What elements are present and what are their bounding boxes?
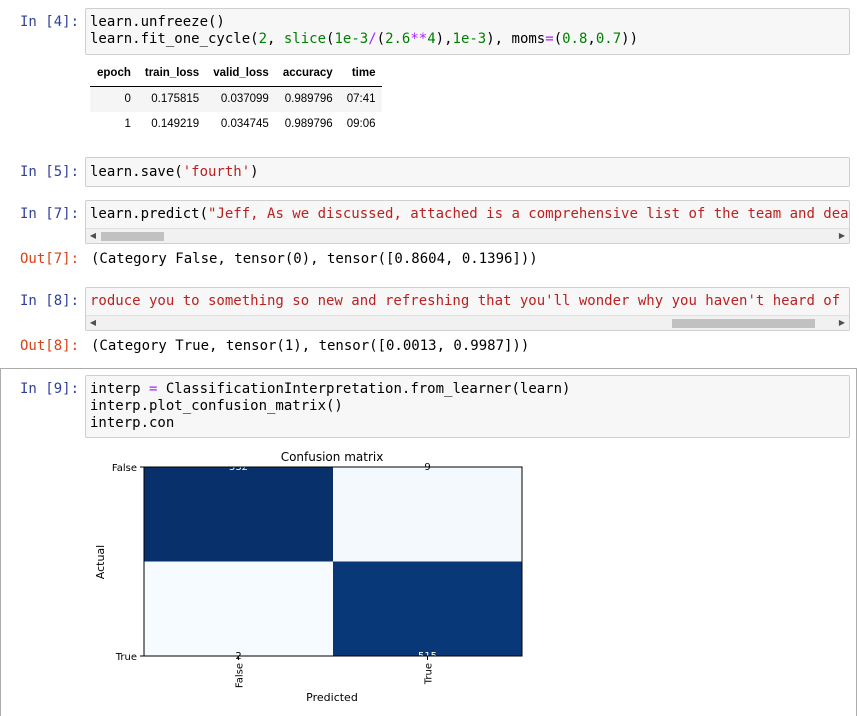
plot-frame	[143, 466, 523, 657]
column-header: train_loss	[137, 62, 207, 87]
table-row: 1 0.149219 0.034745 0.989796 09:06	[90, 112, 382, 137]
heatmap-cell	[144, 561, 333, 656]
table-cell: 0.989796	[284, 118, 333, 130]
table-cell: 1	[124, 118, 131, 130]
horizontal-scrollbar[interactable]: ◀ ▶	[86, 315, 849, 330]
cell-4-in-prompt: In [4]:	[20, 14, 80, 30]
cell-7-out-prompt: Out[7]:	[20, 251, 80, 267]
column-header: valid_loss	[206, 62, 276, 87]
code-line: learn.unfreeze()	[90, 14, 225, 30]
code-line: learn.predict("Jeff, As we discussed, at…	[90, 206, 849, 222]
code-line: interp = ClassificationInterpretation.fr…	[90, 381, 571, 397]
cell-8-out-prompt: Out[8]:	[20, 338, 80, 354]
heatmap-cell	[144, 467, 333, 562]
column-header: time	[339, 62, 383, 87]
table-row: 0 0.175815 0.037099 0.989796 07:41	[90, 86, 383, 112]
heatmap-cell	[333, 561, 522, 656]
scrollbar-thumb[interactable]	[101, 232, 164, 241]
selected-cell-border	[0, 368, 857, 716]
x-axis-label: Predicted	[306, 691, 358, 704]
table-cell: 07:41	[339, 86, 383, 112]
table-cell: 09:06	[346, 118, 376, 130]
training-results-table: epoch train_loss valid_loss accuracy tim…	[90, 62, 383, 137]
table-cell: 0	[90, 86, 138, 112]
scrollbar-thumb[interactable]	[672, 319, 815, 328]
cell-9-in-prompt: In [9]:	[20, 381, 80, 397]
scroll-left-icon[interactable]: ◀	[89, 231, 97, 240]
scroll-right-icon[interactable]: ▶	[838, 231, 846, 240]
x-tick-label: False	[235, 663, 246, 688]
table-cell: 0.037099	[206, 86, 276, 112]
cell-8-in-prompt: In [8]:	[20, 293, 80, 309]
table-cell: 0.989796	[275, 86, 340, 112]
code-line: learn.fit_one_cycle(2, slice(1e-3/(2.6**…	[90, 31, 639, 47]
cell-8-output: (Category True, tensor(1), tensor([0.001…	[91, 338, 530, 354]
horizontal-scrollbar[interactable]: ◀ ▶	[86, 228, 849, 243]
column-header: accuracy	[275, 62, 340, 87]
x-tick-label: True	[424, 663, 435, 685]
table-header-row: epoch train_loss valid_loss accuracy tim…	[90, 62, 383, 87]
column-header: epoch	[90, 62, 138, 87]
cell-5-in-prompt: In [5]:	[20, 164, 80, 180]
table-cell: 0.034745	[220, 118, 269, 130]
cell-4-code-editor[interactable]: learn.unfreeze() learn.fit_one_cycle(2, …	[85, 8, 850, 55]
y-tick-label: False	[112, 463, 137, 474]
cell-8-code-editor[interactable]: roduce you to something so new and refre…	[85, 287, 850, 331]
code-line: roduce you to something so new and refre…	[90, 293, 850, 309]
code-line: learn.save('fourth')	[90, 164, 259, 180]
cell-7-in-prompt: In [7]:	[20, 206, 80, 222]
cell-5-code-editor[interactable]: learn.save('fourth')	[85, 157, 850, 187]
scroll-left-icon[interactable]: ◀	[89, 318, 97, 327]
code-line: interp.plot_confusion_matrix()	[90, 398, 343, 414]
table-cell: 0.149219	[151, 118, 200, 130]
cell-7-output: (Category False, tensor(0), tensor([0.86…	[91, 251, 538, 267]
y-axis-label: Actual	[94, 545, 107, 579]
table-cell: 0.175815	[137, 86, 207, 112]
cell-7-code-editor[interactable]: learn.predict("Jeff, As we discussed, at…	[85, 200, 850, 244]
heatmap-cell	[333, 467, 522, 562]
code-line: interp.con	[90, 415, 175, 431]
y-tick-label: True	[115, 652, 137, 663]
cell-9-code-editor[interactable]: interp = ClassificationInterpretation.fr…	[85, 375, 850, 438]
chart-title: Confusion matrix	[281, 450, 384, 464]
scroll-right-icon[interactable]: ▶	[838, 318, 846, 327]
